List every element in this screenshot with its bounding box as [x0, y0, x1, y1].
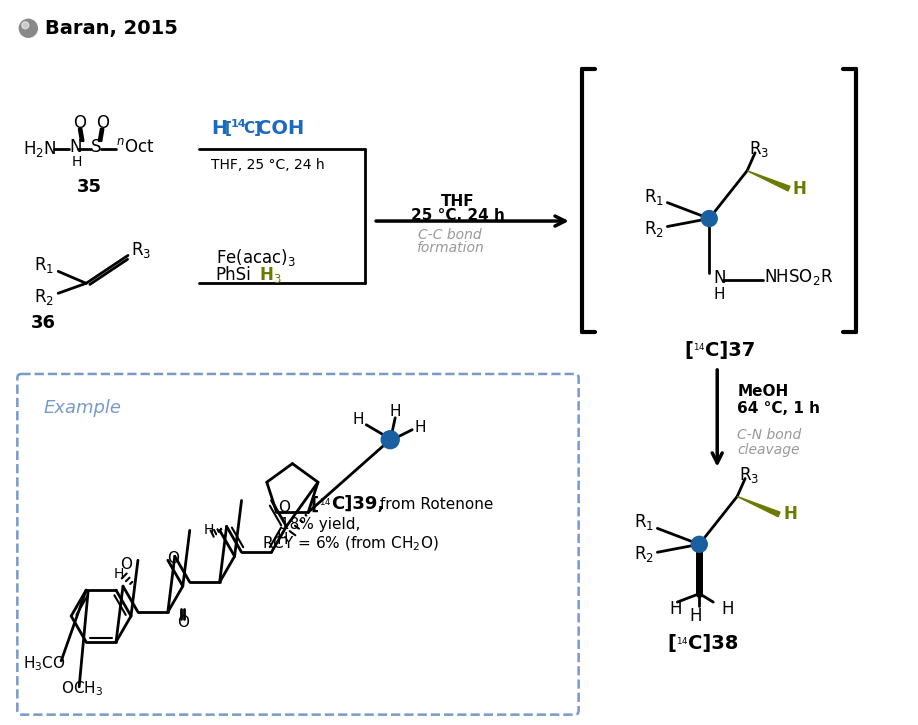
FancyBboxPatch shape: [17, 374, 578, 715]
Text: R$_2$: R$_2$: [634, 544, 655, 564]
Text: Fe(acac)$_3$: Fe(acac)$_3$: [216, 247, 296, 268]
Circle shape: [691, 536, 707, 552]
Text: H: H: [783, 505, 797, 523]
Text: N: N: [69, 138, 82, 156]
Text: 36: 36: [31, 314, 56, 332]
Text: O: O: [120, 557, 132, 572]
Text: H: H: [389, 405, 401, 419]
Text: $^{14}$: $^{14}$: [319, 498, 332, 511]
Text: NHSO$_2$R: NHSO$_2$R: [764, 268, 834, 287]
Text: RCY = 6% (from CH$_2$O): RCY = 6% (from CH$_2$O): [262, 534, 439, 552]
Text: R$_3$: R$_3$: [749, 138, 769, 159]
Polygon shape: [747, 171, 790, 191]
Text: H: H: [713, 287, 724, 302]
Text: C-C bond: C-C bond: [419, 228, 482, 242]
Text: H: H: [414, 420, 426, 435]
Polygon shape: [737, 497, 780, 517]
Text: from Rotenone: from Rotenone: [375, 497, 494, 512]
Text: H: H: [669, 600, 682, 618]
Text: 25 °C, 24 h: 25 °C, 24 h: [411, 207, 505, 223]
Text: OCH$_3$: OCH$_3$: [62, 679, 104, 698]
Circle shape: [701, 210, 717, 226]
Circle shape: [19, 20, 38, 37]
Text: H$_2$N: H$_2$N: [23, 138, 57, 159]
Text: R$_3$: R$_3$: [131, 241, 151, 260]
Text: MeOH: MeOH: [737, 384, 789, 399]
Text: COH: COH: [257, 120, 304, 138]
Text: H: H: [204, 523, 214, 537]
Text: $^{14}$: $^{14}$: [677, 637, 689, 650]
Text: H: H: [113, 567, 124, 581]
Text: Baran, 2015: Baran, 2015: [45, 19, 178, 38]
Text: [: [: [310, 495, 319, 513]
Text: 18% yield,: 18% yield,: [280, 517, 361, 532]
Text: H: H: [793, 180, 807, 198]
Text: C]: C]: [243, 121, 262, 136]
Text: THF, 25 °C, 24 h: THF, 25 °C, 24 h: [211, 158, 324, 172]
Text: H: H: [722, 600, 733, 618]
Circle shape: [381, 431, 399, 449]
Text: H: H: [689, 607, 701, 625]
Text: THF: THF: [442, 194, 475, 209]
Text: $^{14}$: $^{14}$: [693, 344, 706, 357]
Text: O: O: [278, 500, 291, 515]
Text: S: S: [91, 138, 102, 156]
Text: C]38: C]38: [688, 634, 739, 653]
Text: R$_1$: R$_1$: [644, 186, 665, 207]
Text: formation: formation: [416, 241, 484, 255]
Text: C-N bond: C-N bond: [737, 428, 801, 442]
Text: 64 °C, 1 h: 64 °C, 1 h: [737, 402, 820, 416]
Text: 35: 35: [76, 178, 102, 196]
Text: cleavage: cleavage: [737, 443, 800, 457]
Text: H$_3$CO: H$_3$CO: [23, 655, 66, 674]
Text: O: O: [73, 114, 86, 132]
Text: O: O: [177, 616, 189, 631]
Text: C]37: C]37: [705, 341, 756, 360]
Text: H$_3$: H$_3$: [259, 265, 281, 286]
Text: [: [: [684, 341, 693, 360]
Text: [: [: [667, 634, 677, 653]
Text: R$_3$: R$_3$: [739, 465, 759, 484]
Text: O: O: [96, 114, 109, 132]
Text: 14: 14: [230, 119, 246, 129]
Text: O: O: [167, 551, 179, 566]
Text: R$_1$: R$_1$: [34, 255, 54, 276]
Text: $^n$Oct: $^n$Oct: [116, 138, 154, 156]
Text: H: H: [72, 154, 82, 169]
Text: N: N: [713, 269, 726, 287]
Text: H: H: [211, 120, 227, 138]
Text: PhSi: PhSi: [216, 266, 252, 284]
Text: Example: Example: [43, 399, 121, 417]
Text: R$_1$: R$_1$: [634, 513, 655, 532]
Text: H: H: [276, 531, 288, 547]
Text: R$_2$: R$_2$: [34, 287, 54, 307]
Circle shape: [22, 22, 28, 29]
Text: C]39,: C]39,: [331, 495, 385, 513]
Text: H: H: [353, 413, 364, 427]
Text: R$_2$: R$_2$: [644, 218, 665, 239]
Text: [: [: [225, 121, 231, 136]
